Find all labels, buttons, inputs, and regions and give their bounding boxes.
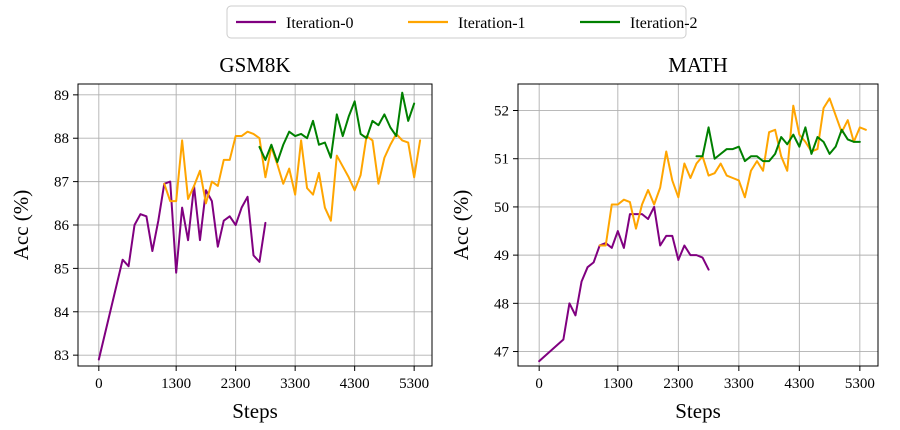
gsm8k-xtick-label: 2300 bbox=[221, 376, 251, 392]
math-xtick-label: 0 bbox=[535, 376, 543, 392]
legend-label-iteration-2: Iteration-2 bbox=[630, 15, 698, 32]
gsm8k-ytick-label: 83 bbox=[54, 348, 69, 364]
math-xtick-label: 3300 bbox=[724, 376, 754, 392]
math-xtick-label: 4300 bbox=[784, 376, 814, 392]
gsm8k-series-iteration-1 bbox=[163, 130, 422, 222]
math-ytick-label: 52 bbox=[494, 104, 509, 120]
chart-gsm8k: 0 1300 2300 3300 4300 5300 83 84 85 86 87 88 89 GSM8K… bbox=[9, 53, 433, 423]
math-ytick-label: 49 bbox=[494, 248, 509, 264]
gsm8k-ytick-label: 88 bbox=[54, 131, 69, 147]
math-ytick-label: 51 bbox=[494, 152, 509, 168]
math-series-iteration-0 bbox=[538, 205, 710, 363]
legend-label-iteration-0: Iteration-0 bbox=[286, 15, 354, 32]
math-xtick-label: 1300 bbox=[603, 376, 633, 392]
legend: Iteration-0 Iteration-1 Iteration-2 bbox=[226, 5, 698, 39]
gsm8k-ylabel: Acc (%) bbox=[9, 190, 33, 261]
math-xtick-label: 5300 bbox=[845, 376, 875, 392]
math-xlabel: Steps bbox=[675, 399, 721, 423]
gsm8k-series-iteration-2 bbox=[258, 91, 416, 164]
gsm8k-xtick-label: 5300 bbox=[399, 376, 429, 392]
gsm8k-xtick-label: 1300 bbox=[161, 376, 191, 392]
math-plot-frame bbox=[517, 83, 879, 367]
gsm8k-xtick-label: 4300 bbox=[340, 376, 370, 392]
math-series-iteration-1 bbox=[598, 97, 867, 247]
gsm8k-xtick-label: 3300 bbox=[280, 376, 310, 392]
math-ytick-label: 47 bbox=[494, 345, 510, 361]
math-series-iteration-2 bbox=[695, 126, 861, 163]
gsm8k-ytick-label: 87 bbox=[54, 175, 70, 191]
legend-label-iteration-1: Iteration-1 bbox=[458, 15, 526, 32]
math-ylabel: Acc (%) bbox=[449, 190, 473, 261]
legend-frame bbox=[226, 5, 687, 39]
gsm8k-title: GSM8K bbox=[219, 53, 290, 77]
math-ytick-label: 50 bbox=[494, 200, 509, 216]
gsm8k-xlabel: Steps bbox=[232, 399, 278, 423]
gsm8k-ytick-label: 84 bbox=[54, 305, 70, 321]
gsm8k-xtick-label: 0 bbox=[95, 376, 103, 392]
chart-math: 0 1300 2300 3300 4300 5300 47 48 49 50 51 52 MATH Ste… bbox=[449, 53, 879, 423]
gsm8k-ytick-label: 89 bbox=[54, 88, 69, 104]
gsm8k-ytick-label: 86 bbox=[54, 218, 70, 234]
math-ytick-label: 48 bbox=[494, 296, 509, 312]
gsm8k-series-iteration-0 bbox=[97, 180, 267, 361]
math-xtick-label: 2300 bbox=[663, 376, 693, 392]
gsm8k-ytick-label: 85 bbox=[54, 261, 69, 277]
math-title: MATH bbox=[668, 53, 728, 77]
